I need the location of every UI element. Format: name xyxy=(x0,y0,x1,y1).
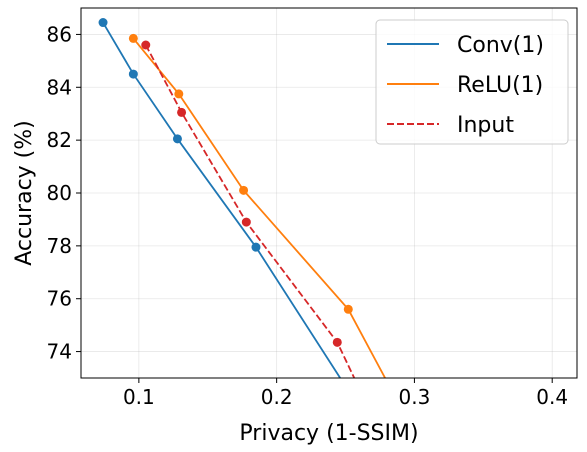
legend-label: Conv(1) xyxy=(457,33,544,58)
data-point xyxy=(141,40,151,50)
x-tick-label: 0.4 xyxy=(536,385,568,409)
x-tick-label: 0.1 xyxy=(123,385,155,409)
axis-ticks: 0.1 0.2 0.3 0.4 74 76 78 80 82 84 86 xyxy=(47,22,569,409)
data-point xyxy=(128,69,138,79)
legend-box xyxy=(375,19,569,145)
y-tick-label: 74 xyxy=(47,340,72,364)
plot-series xyxy=(98,18,387,378)
y-tick-label: 86 xyxy=(47,22,72,46)
y-tick-label: 78 xyxy=(47,234,72,258)
y-tick-label: 84 xyxy=(47,75,72,99)
data-point xyxy=(172,134,182,144)
data-point xyxy=(343,304,353,314)
x-axis-label: Privacy (1-SSIM) xyxy=(239,421,418,446)
data-point xyxy=(332,337,342,347)
data-point xyxy=(251,242,261,252)
data-point xyxy=(241,217,251,227)
data-point xyxy=(174,89,184,99)
x-tick-label: 0.2 xyxy=(261,385,293,409)
data-point xyxy=(239,185,249,195)
data-point xyxy=(98,18,108,28)
data-point xyxy=(128,33,138,43)
y-tick-label: 82 xyxy=(47,128,72,152)
legend: Conv(1) ReLU(1) Input xyxy=(375,19,569,145)
legend-label: Input xyxy=(457,113,514,138)
legend-label: ReLU(1) xyxy=(457,73,543,98)
x-tick-label: 0.3 xyxy=(399,385,431,409)
y-axis-label: Accuracy (%) xyxy=(12,120,37,266)
data-point xyxy=(177,107,187,117)
y-tick-label: 76 xyxy=(47,287,72,311)
y-tick-label: 80 xyxy=(47,181,72,205)
